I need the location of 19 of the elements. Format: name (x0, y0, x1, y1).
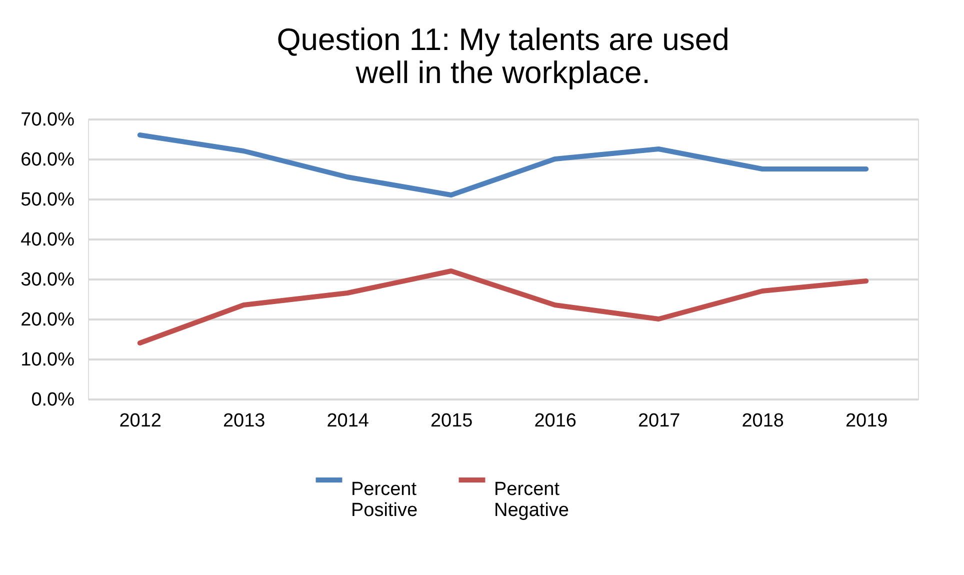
x-tick-label: 2016 (534, 410, 577, 432)
y-tick-label: 30.0% (20, 270, 75, 290)
legend-label: Percent Negative (494, 479, 569, 521)
x-tick-label: 2014 (326, 410, 370, 432)
y-tick-label: 50.0% (20, 190, 75, 210)
y-tick-label: 70.0% (20, 110, 75, 130)
y-tick-label: 60.0% (20, 150, 75, 170)
x-tick-label: 2013 (222, 410, 266, 432)
x-tick-label: 2017 (638, 410, 680, 432)
y-tick-label: 0.0% (31, 390, 75, 410)
y-tick-label: 40.0% (20, 230, 75, 250)
y-tick-label: 10.0% (20, 350, 75, 370)
chart-title: Question 11: My talents are used well in the workplace. (276, 22, 730, 90)
x-tick-label: 2018 (742, 410, 784, 432)
x-tick-label: 2015 (430, 410, 473, 432)
y-tick-label: 20.0% (20, 310, 75, 330)
x-tick-label: 2012 (119, 410, 162, 432)
legend-label: Percent Positive (351, 479, 418, 521)
x-tick-label: 2019 (845, 410, 888, 432)
